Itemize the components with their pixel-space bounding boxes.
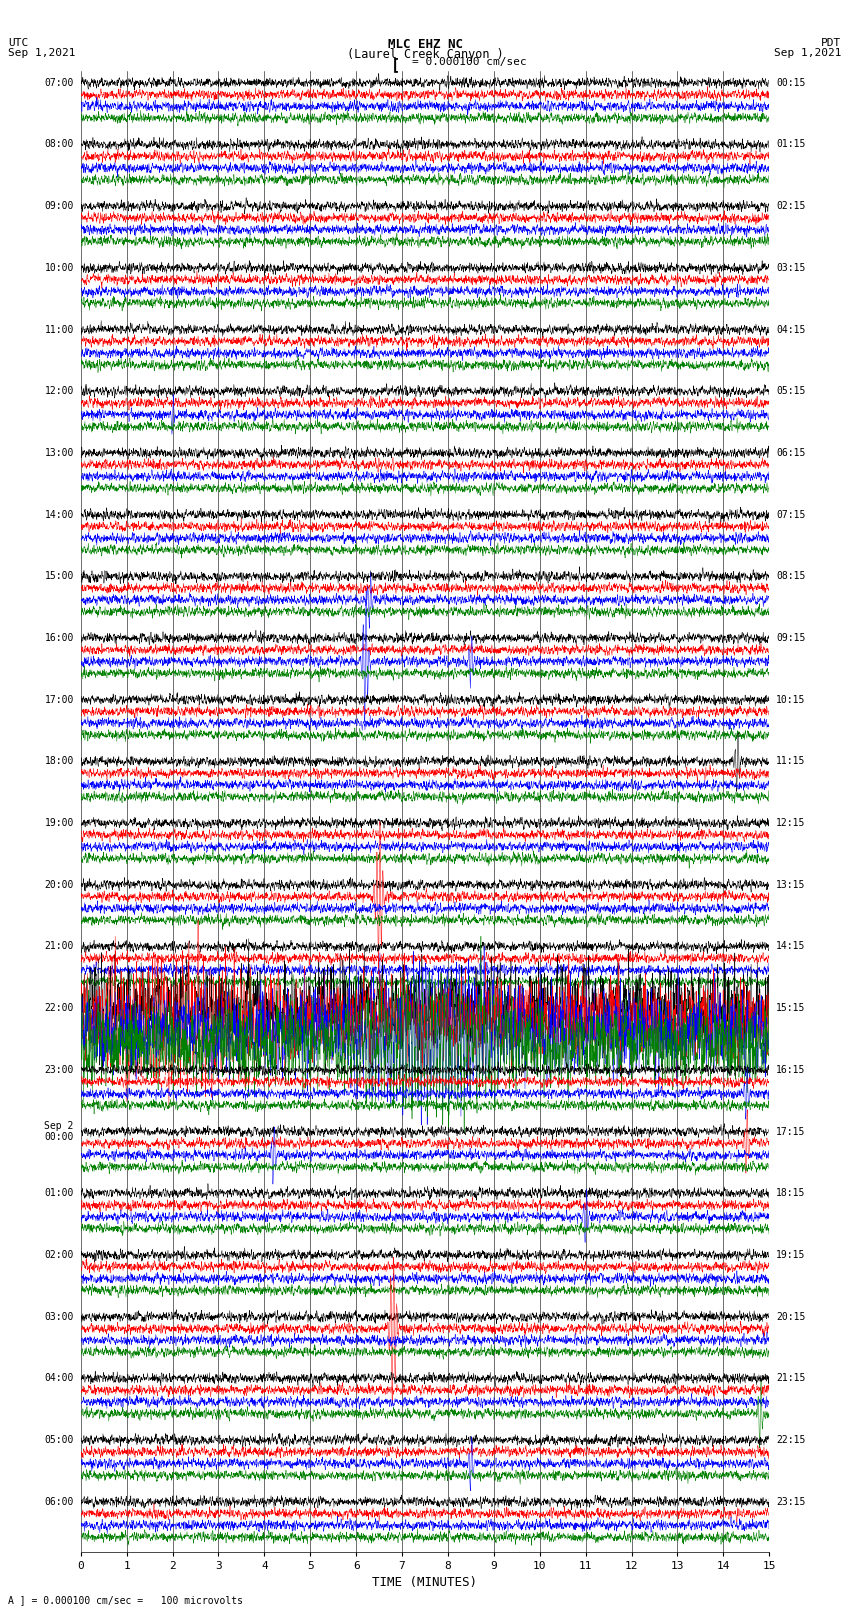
Text: 19:15: 19:15: [776, 1250, 806, 1260]
Text: 03:15: 03:15: [776, 263, 806, 273]
Text: 07:00: 07:00: [44, 77, 74, 87]
Text: 22:00: 22:00: [44, 1003, 74, 1013]
Text: 02:00: 02:00: [44, 1250, 74, 1260]
Text: 12:00: 12:00: [44, 386, 74, 397]
Text: 18:00: 18:00: [44, 756, 74, 766]
Text: 04:15: 04:15: [776, 324, 806, 334]
Text: 05:15: 05:15: [776, 386, 806, 397]
Text: 09:15: 09:15: [776, 632, 806, 644]
Text: 00:15: 00:15: [776, 77, 806, 87]
Text: 04:00: 04:00: [44, 1373, 74, 1384]
Text: 01:15: 01:15: [776, 139, 806, 150]
Text: 15:00: 15:00: [44, 571, 74, 581]
Text: 20:00: 20:00: [44, 879, 74, 890]
Text: 22:15: 22:15: [776, 1436, 806, 1445]
Text: Sep 1,2021: Sep 1,2021: [774, 47, 842, 58]
Text: 01:00: 01:00: [44, 1189, 74, 1198]
Text: 23:00: 23:00: [44, 1065, 74, 1074]
Text: 08:00: 08:00: [44, 139, 74, 150]
Text: [: [: [391, 58, 399, 73]
Text: 12:15: 12:15: [776, 818, 806, 827]
Text: 06:15: 06:15: [776, 448, 806, 458]
Text: 05:00: 05:00: [44, 1436, 74, 1445]
Text: 15:15: 15:15: [776, 1003, 806, 1013]
Text: 10:15: 10:15: [776, 695, 806, 705]
Text: = 0.000100 cm/sec: = 0.000100 cm/sec: [412, 58, 527, 68]
Text: 16:00: 16:00: [44, 632, 74, 644]
Text: 13:15: 13:15: [776, 879, 806, 890]
Text: 18:15: 18:15: [776, 1189, 806, 1198]
Text: MLC EHZ NC: MLC EHZ NC: [388, 37, 462, 52]
Text: 11:15: 11:15: [776, 756, 806, 766]
Text: Sep 2
00:00: Sep 2 00:00: [44, 1121, 74, 1142]
Text: 21:00: 21:00: [44, 942, 74, 952]
Text: 11:00: 11:00: [44, 324, 74, 334]
Text: 07:15: 07:15: [776, 510, 806, 519]
Text: 16:15: 16:15: [776, 1065, 806, 1074]
Text: 06:00: 06:00: [44, 1497, 74, 1507]
Text: 21:15: 21:15: [776, 1373, 806, 1384]
Text: A ] = 0.000100 cm/sec =   100 microvolts: A ] = 0.000100 cm/sec = 100 microvolts: [8, 1595, 243, 1605]
Text: 03:00: 03:00: [44, 1311, 74, 1321]
Text: 17:15: 17:15: [776, 1126, 806, 1137]
Text: 14:15: 14:15: [776, 942, 806, 952]
Text: 10:00: 10:00: [44, 263, 74, 273]
Text: (Laurel Creek Canyon ): (Laurel Creek Canyon ): [347, 47, 503, 61]
Text: 20:15: 20:15: [776, 1311, 806, 1321]
Text: 02:15: 02:15: [776, 202, 806, 211]
Text: 09:00: 09:00: [44, 202, 74, 211]
Text: 08:15: 08:15: [776, 571, 806, 581]
Text: 14:00: 14:00: [44, 510, 74, 519]
X-axis label: TIME (MINUTES): TIME (MINUTES): [372, 1576, 478, 1589]
Text: 13:00: 13:00: [44, 448, 74, 458]
Text: 23:15: 23:15: [776, 1497, 806, 1507]
Text: 19:00: 19:00: [44, 818, 74, 827]
Text: PDT: PDT: [821, 37, 842, 48]
Text: 17:00: 17:00: [44, 695, 74, 705]
Text: Sep 1,2021: Sep 1,2021: [8, 47, 76, 58]
Text: UTC: UTC: [8, 37, 29, 48]
